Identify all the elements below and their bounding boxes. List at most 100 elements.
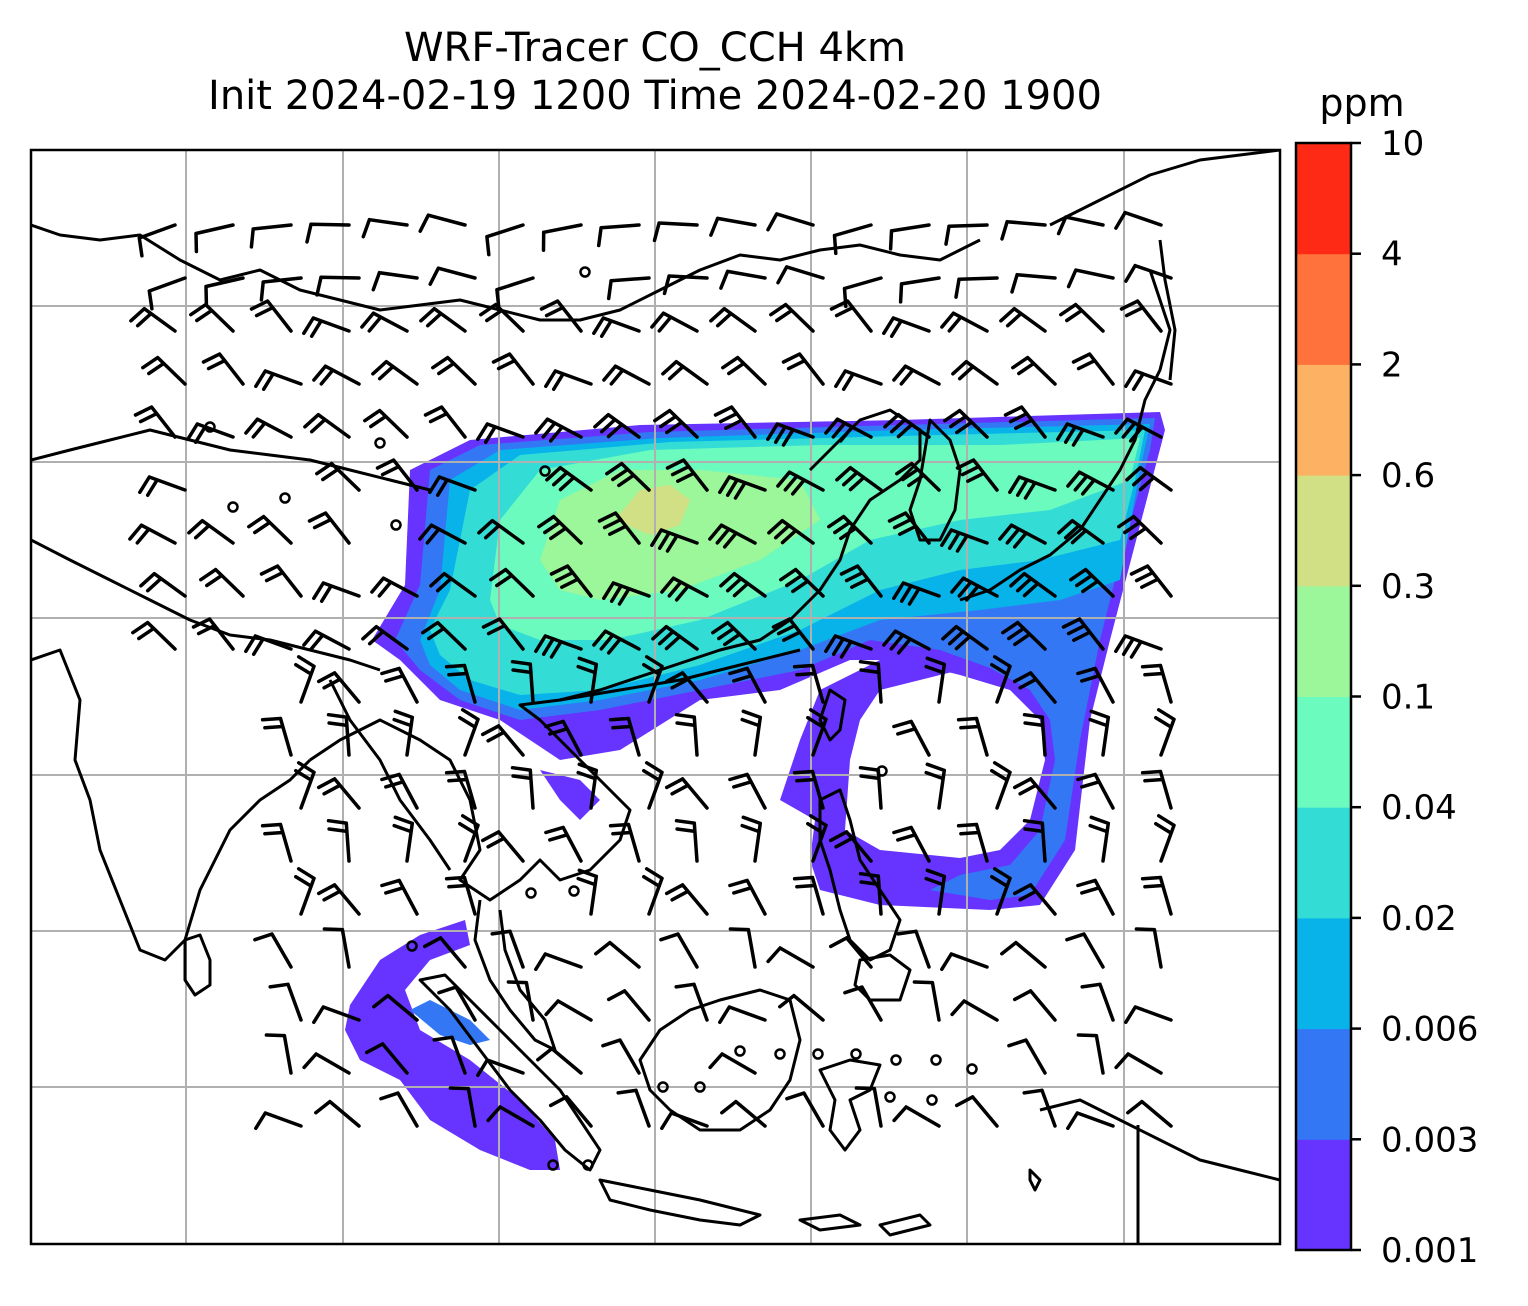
colorbar-tick-label: 4 <box>1381 235 1403 275</box>
wind-barb <box>834 369 883 391</box>
wind-barb <box>312 364 361 386</box>
wind-barb <box>305 222 351 244</box>
colorbar-tick-label: 0.04 <box>1381 788 1457 828</box>
wind-barb <box>592 316 641 338</box>
wind-barb <box>1076 772 1115 810</box>
wind-barb <box>1012 671 1057 704</box>
wind-barb <box>824 634 873 659</box>
wind-barb <box>664 777 709 810</box>
wind-barb <box>1140 769 1173 810</box>
wind-barb <box>843 985 883 1022</box>
wind-barb <box>432 1035 467 1075</box>
wind-barb <box>1088 815 1111 863</box>
wind-barb <box>199 567 245 598</box>
wind-barb <box>824 417 873 443</box>
wind-barb <box>895 461 941 492</box>
wind-barb <box>249 223 293 249</box>
wind-barb <box>653 408 699 439</box>
wind-barb <box>951 359 999 386</box>
wind-barb <box>421 620 467 651</box>
wind-barb <box>708 523 757 549</box>
wind-barb <box>998 523 1047 549</box>
wind-barb <box>303 412 351 439</box>
wind-barb <box>477 518 525 545</box>
calm-wind-marker <box>579 266 591 278</box>
wind-barb <box>664 671 709 704</box>
border-southeast-asia <box>328 679 452 871</box>
wind-barb <box>1000 940 1047 969</box>
wind-barb <box>194 223 235 254</box>
wind-barb <box>260 716 293 757</box>
wind-barb <box>510 659 535 704</box>
wind-barb <box>326 712 351 757</box>
wind-barb <box>941 624 989 651</box>
wind-barb <box>428 266 477 286</box>
colorbar-band <box>1296 253 1351 365</box>
wind-barb <box>486 1105 535 1128</box>
wind-barb <box>314 1099 361 1128</box>
wind-barb <box>924 868 947 916</box>
calm-wind-marker <box>890 1054 902 1066</box>
wind-barb <box>606 989 651 1022</box>
wind-barb <box>1022 1088 1057 1128</box>
wind-barb <box>608 822 641 863</box>
wind-barb <box>147 276 187 311</box>
wind-barb <box>898 276 941 304</box>
wind-barb <box>719 269 767 290</box>
wind-barb <box>444 875 477 916</box>
wind-barb <box>892 1105 941 1128</box>
wind-barb <box>1059 302 1105 333</box>
wind-barb <box>534 417 583 443</box>
wind-barb <box>1065 932 1105 969</box>
colorbar-tick-label: 10 <box>1381 124 1424 164</box>
title-line-1: WRF-Tracer CO_CCH 4km <box>403 25 907 71</box>
calm-wind-marker <box>812 1048 824 1060</box>
calm-wind-marker <box>930 1054 942 1066</box>
wind-barb <box>259 276 303 302</box>
calm-wind-marker <box>876 765 888 777</box>
plume-south-outer <box>345 920 560 1170</box>
wind-barb <box>138 475 187 497</box>
wind-barb <box>481 617 525 651</box>
wind-barb <box>887 511 931 545</box>
wind-barb <box>264 1033 293 1075</box>
plume-south-006 <box>410 1000 490 1045</box>
wind-barb <box>316 777 361 810</box>
wind-barb <box>380 772 419 810</box>
wind-barb <box>674 818 699 863</box>
wind-barb <box>364 1042 409 1075</box>
wind-barb <box>771 617 815 651</box>
wind-barb <box>650 311 699 333</box>
wind-barb <box>392 709 415 757</box>
wind-barb <box>594 940 641 969</box>
wind-barb <box>854 1086 883 1128</box>
colorbar-band <box>1296 1028 1351 1140</box>
wind-barb <box>490 929 525 969</box>
wind-barb <box>940 952 989 972</box>
wind-barb <box>1124 263 1173 283</box>
wind-barb <box>1154 814 1176 863</box>
wind-barb <box>1022 712 1047 757</box>
gridlines <box>31 150 1280 1244</box>
wind-barb <box>954 1095 999 1128</box>
coastline-sumatra <box>418 973 602 1172</box>
wind-barb <box>312 581 361 603</box>
wind-barb <box>650 528 699 553</box>
wind-barb <box>372 993 419 1022</box>
wind-barb <box>576 868 599 916</box>
wind-barb <box>892 719 931 757</box>
colorbar-band <box>1296 1139 1351 1251</box>
wind-barb <box>990 761 1012 810</box>
wind-barb <box>1129 564 1173 598</box>
wind-barb <box>253 932 293 969</box>
colorbar-tick-label: 0.1 <box>1381 678 1435 718</box>
wind-barb <box>943 408 989 439</box>
wind-barb <box>1012 883 1057 916</box>
wind-barb <box>249 299 293 333</box>
colorbar-tick-label: 2 <box>1381 345 1403 385</box>
wind-barb <box>597 511 641 545</box>
wind-barb <box>858 871 883 916</box>
wind-barb <box>128 523 177 545</box>
wind-barb <box>544 369 593 391</box>
wind-barb <box>1125 465 1173 492</box>
